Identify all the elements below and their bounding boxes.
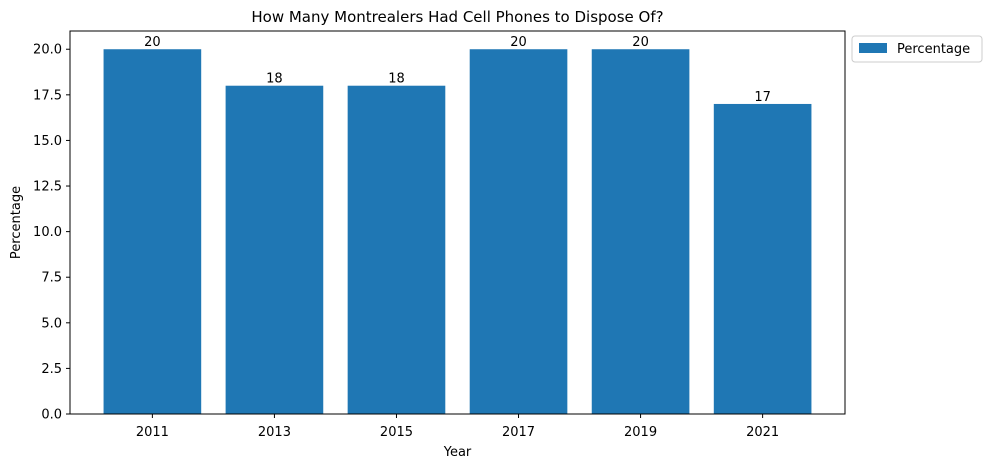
y-tick-label: 20.0 xyxy=(33,43,62,58)
legend-swatch xyxy=(859,43,887,53)
x-tick-label: 2021 xyxy=(746,425,779,440)
y-tick-label: 15.0 xyxy=(33,134,62,149)
bar-value-label: 20 xyxy=(144,35,161,50)
bar-2011 xyxy=(103,49,202,414)
x-tick-label: 2013 xyxy=(258,425,291,440)
x-axis: 2011 2013 2015 2017 2019 2021 xyxy=(136,414,779,440)
x-tick-label: 2019 xyxy=(624,425,657,440)
bar-value-label: 18 xyxy=(388,72,405,87)
chart-title: How Many Montrealers Had Cell Phones to … xyxy=(251,8,663,26)
x-tick-label: 2017 xyxy=(502,425,535,440)
bar-value-label: 20 xyxy=(510,35,527,50)
bar-2015 xyxy=(347,85,446,414)
x-tick-label: 2015 xyxy=(380,425,413,440)
y-tick-label: 0.0 xyxy=(41,408,62,423)
y-tick-label: 7.5 xyxy=(41,271,62,286)
legend-label: Percentage xyxy=(897,42,970,57)
x-tick-label: 2011 xyxy=(136,425,169,440)
y-axis: 0.0 2.5 5.0 7.5 10.0 12.5 15.0 17.5 20.0 xyxy=(33,43,70,423)
bar-value-label: 18 xyxy=(266,72,283,87)
legend-box xyxy=(851,35,983,63)
y-tick-label: 10.0 xyxy=(33,225,62,240)
bar-2019 xyxy=(591,49,690,414)
bar-value-label: 17 xyxy=(754,90,771,105)
legend: Percentage xyxy=(851,35,983,63)
y-tick-label: 12.5 xyxy=(33,180,62,195)
plot-frame xyxy=(69,30,846,415)
y-tick-label: 2.5 xyxy=(41,362,62,377)
bar-labels-layer: 20 18 18 20 20 17 xyxy=(144,35,771,105)
bar-2013 xyxy=(225,85,324,414)
x-axis-label: Year xyxy=(443,445,472,460)
bars-layer xyxy=(103,49,812,414)
bar-2021 xyxy=(713,103,812,414)
y-tick-label: 5.0 xyxy=(41,316,62,331)
bar-2017 xyxy=(469,49,568,414)
y-axis-label: Percentage xyxy=(9,186,24,259)
bar-value-label: 20 xyxy=(632,35,649,50)
y-tick-label: 17.5 xyxy=(33,88,62,103)
